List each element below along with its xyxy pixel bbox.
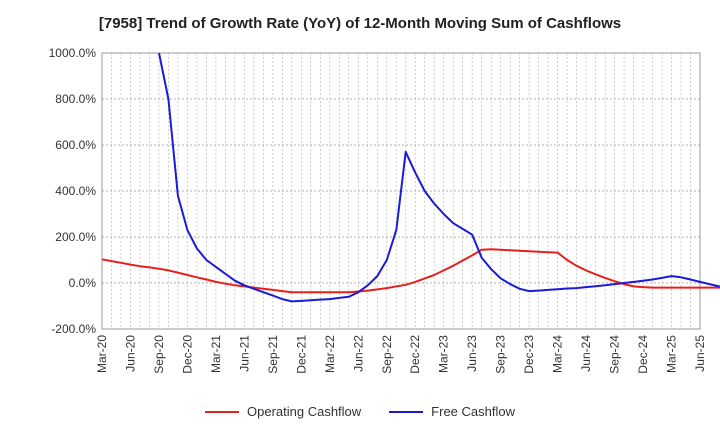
series-lines (101, 52, 720, 303)
legend-label-operating: Operating Cashflow (247, 404, 362, 419)
x-tick-label: Jun-21 (237, 335, 251, 372)
x-tick-label: Sep-21 (266, 335, 280, 374)
series-line-operating-cashflow (101, 248, 720, 294)
x-tick-label: Jun-25 (693, 335, 707, 372)
x-tick-label: Jun-23 (465, 335, 479, 372)
x-tick-label: Mar-21 (209, 335, 223, 373)
series-line-free-cashflow (158, 52, 720, 303)
x-tick-label: Sep-22 (380, 335, 394, 374)
y-tick-label: 600.0% (55, 138, 96, 152)
y-tick-label: 800.0% (55, 92, 96, 106)
y-tick-label: -200.0% (51, 322, 96, 336)
x-tick-label: Dec-20 (180, 335, 194, 374)
y-tick-label: 400.0% (55, 184, 96, 198)
x-tick-label: Mar-24 (551, 335, 565, 373)
x-tick-label: Mar-23 (437, 335, 451, 373)
grid-lines (102, 52, 700, 330)
legend-item-free-cashflow: Free Cashflow (389, 404, 515, 419)
y-tick-label: 200.0% (55, 230, 96, 244)
x-tick-label: Mar-25 (665, 335, 679, 373)
x-tick-label: Sep-24 (608, 335, 622, 374)
x-tick-label: Jun-20 (123, 335, 137, 372)
x-tick-label: Jun-22 (351, 335, 365, 372)
x-tick-label: Dec-22 (408, 335, 422, 374)
x-tick-label: Dec-24 (636, 335, 650, 374)
x-tick-label: Dec-21 (294, 335, 308, 374)
legend-swatch-free (389, 410, 424, 413)
x-tick-label: Sep-20 (152, 335, 166, 374)
chart-title: [7958] Trend of Growth Rate (YoY) of 12-… (98, 15, 622, 32)
legend-label-free: Free Cashflow (431, 404, 515, 419)
x-tick-label: Mar-22 (323, 335, 337, 373)
x-tick-label: Jun-24 (579, 335, 593, 372)
legend-item-operating-cashflow: Operating Cashflow (205, 404, 361, 419)
x-tick-label: Dec-23 (522, 335, 536, 374)
x-tick-label: Mar-20 (95, 335, 109, 373)
x-tick-label: Sep-23 (494, 335, 508, 374)
y-axis-labels: -200.0% 0.0% 200.0% 400.0% 600.0% 800.0% 1000.… (49, 46, 97, 336)
x-axis-labels: Mar-20 Jun-20 Sep-20 Dec-20 Mar-21 Jun-21 Sep-… (95, 335, 707, 374)
y-tick-label: 1000.0% (49, 46, 97, 60)
legend: Operating Cashflow Free Cashflow (0, 404, 720, 419)
y-tick-label: 0.0% (69, 276, 97, 290)
legend-swatch-operating (205, 410, 239, 413)
